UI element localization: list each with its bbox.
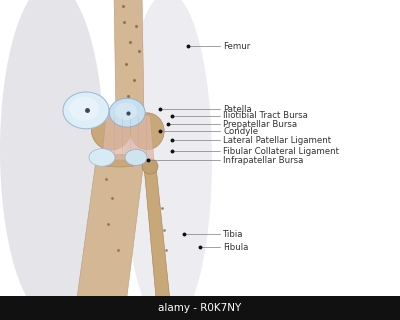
Text: Infrapatellar Bursa: Infrapatellar Bursa [223, 156, 304, 164]
Text: Condyle: Condyle [223, 127, 258, 136]
Text: alamy - R0K7NY: alamy - R0K7NY [158, 303, 242, 313]
Ellipse shape [89, 148, 115, 166]
Polygon shape [74, 160, 144, 320]
Ellipse shape [69, 97, 99, 121]
Text: Femur: Femur [223, 42, 250, 51]
Polygon shape [102, 115, 154, 160]
Ellipse shape [95, 154, 145, 167]
Text: Fibular Collateral Ligament: Fibular Collateral Ligament [223, 147, 339, 156]
Ellipse shape [124, 0, 212, 320]
Polygon shape [114, 0, 144, 117]
Ellipse shape [115, 102, 137, 120]
Text: Fibula: Fibula [223, 243, 248, 252]
Ellipse shape [130, 113, 164, 150]
Text: Tibia: Tibia [223, 230, 244, 239]
Polygon shape [144, 166, 172, 320]
Ellipse shape [142, 159, 158, 174]
Ellipse shape [91, 108, 131, 150]
Ellipse shape [63, 92, 109, 129]
Ellipse shape [125, 149, 147, 165]
Text: Lateral Patellar Ligament: Lateral Patellar Ligament [223, 136, 331, 145]
Text: Patella: Patella [223, 105, 252, 114]
Ellipse shape [0, 0, 104, 318]
Text: Iliotibial Tract Bursa: Iliotibial Tract Bursa [223, 111, 308, 120]
Ellipse shape [109, 98, 145, 127]
Text: Prepatellar Bursa: Prepatellar Bursa [223, 120, 297, 129]
Bar [0, 296, 400, 320]
